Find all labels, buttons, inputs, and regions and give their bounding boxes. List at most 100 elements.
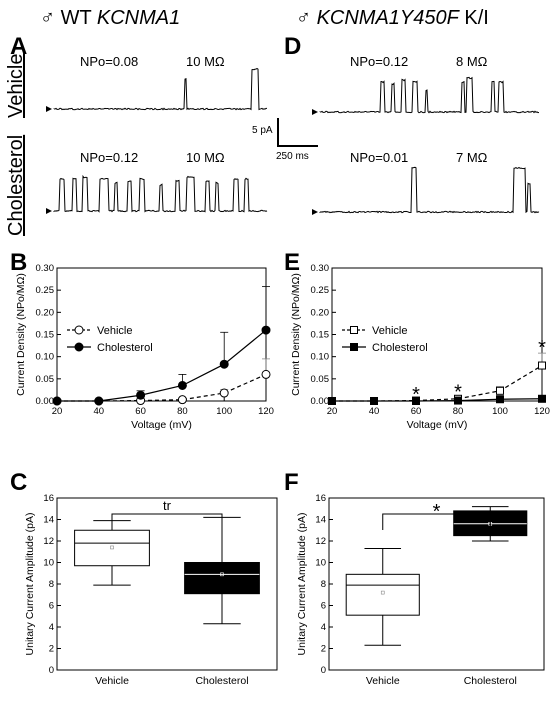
- chart-b-point: [52, 396, 62, 406]
- chart-b-legend-marker: [74, 342, 84, 352]
- arrow-marker-a-chol: [46, 208, 52, 214]
- trace-a-vehicle-res: 10 MΩ: [186, 54, 225, 69]
- chart-b-xtick-label: 120: [258, 406, 274, 417]
- chart-f-ytick-label: 16: [315, 493, 326, 504]
- chart-f-ytick-label: 12: [315, 536, 326, 547]
- chart-b-current-density: 0.00 0.05 0.10 0.15 0.20 0.25 0.30 20 40 60 80 100 1…: [15, 263, 274, 431]
- left-prefix: WT: [61, 7, 92, 29]
- right-suffix: K/I: [464, 7, 488, 29]
- left-column-title: ♂ WT KCNMA1: [40, 7, 180, 29]
- right-gene: KCNMA1Y450F: [317, 7, 461, 29]
- trace-a-vehicle: [53, 67, 268, 111]
- chart-e-xtick-label: 120: [534, 406, 550, 417]
- chart-b-point: [261, 325, 271, 335]
- chart-e-legend-marker: [350, 326, 358, 334]
- chart-b-point: [261, 369, 271, 379]
- chart-b-ytick-label: 0.30: [36, 263, 55, 274]
- male-symbol-left: ♂: [40, 7, 55, 29]
- chart-c-ytick-label: 0: [49, 665, 54, 676]
- chart-c-ytick-label: 16: [43, 493, 54, 504]
- chart-e-xtick-label: 80: [453, 406, 464, 417]
- row-label-vehicle: Vehicle: [5, 54, 27, 119]
- chart-c-category-label: Cholesterol: [195, 675, 248, 687]
- trace-a-cholesterol: [53, 174, 268, 213]
- trace-d-vehicle: [319, 76, 540, 114]
- chart-b-point: [177, 395, 187, 405]
- chart-e-y-axis-label: Current Density (NPo/MΩ): [290, 273, 302, 396]
- chart-e-xtick-label: 20: [327, 406, 338, 417]
- chart-e-series-line-1: [332, 398, 543, 402]
- panel-label-d: D: [284, 33, 301, 60]
- chart-b-xtick-label: 60: [135, 406, 146, 417]
- chart-b-xtick-label: 40: [94, 406, 105, 417]
- trace-a-chol-npo: NPo=0.12: [80, 150, 138, 165]
- chart-c-mean-marker: [110, 545, 114, 550]
- trace-d-chol-npo: NPo=0.01: [350, 150, 408, 165]
- chart-e-point: [328, 397, 336, 405]
- chart-e-point: [454, 396, 462, 405]
- chart-b-series-line-1: [57, 329, 267, 402]
- chart-b-point: [219, 388, 229, 398]
- chart-f-y-axis-label: Unitary Current Amplitude (pA): [296, 513, 308, 656]
- chart-b-legend-label: Vehicle: [97, 325, 132, 337]
- chart-e-legend-label: Vehicle: [372, 325, 407, 337]
- chart-e-point: [496, 386, 504, 395]
- trace-d-chol-res: 7 MΩ: [456, 150, 488, 165]
- panel-label-a: A: [10, 33, 27, 60]
- chart-e-ytick-label: 0.00: [311, 396, 330, 407]
- chart-f-category-label: Cholesterol: [464, 675, 517, 687]
- chart-b-xtick-label: 80: [177, 406, 188, 417]
- chart-b-series-line-0: [57, 373, 267, 402]
- chart-b-point: [219, 359, 229, 369]
- chart-e-legend-label: Cholesterol: [372, 342, 428, 354]
- panel-label-b: B: [10, 249, 27, 276]
- chart-e-ytick-label: 0.10: [311, 352, 330, 363]
- chart-e-ytick-label: 0.25: [311, 285, 330, 296]
- male-symbol-right: ♂: [296, 7, 311, 29]
- chart-f-ytick-label: 4: [321, 622, 326, 633]
- chart-c-y-axis-label: Unitary Current Amplitude (pA): [24, 513, 36, 656]
- panel-label-f: F: [284, 469, 299, 496]
- chart-b-xtick-label: 100: [216, 406, 232, 417]
- trace-a-chol-res: 10 MΩ: [186, 150, 225, 165]
- right-column-title: ♂ KCNMA1Y450F K/I: [296, 7, 489, 29]
- chart-f-unitary-amplitude: 0 2 4 6 8 10 12 14 16 Unitary Current Amplitude (…: [296, 493, 545, 687]
- chart-b-plot-frame: [56, 267, 267, 402]
- chart-c-box: [74, 529, 150, 567]
- chart-c-mean-marker: [220, 572, 224, 577]
- chart-e-point: [538, 394, 546, 403]
- chart-e-point: [538, 361, 546, 370]
- chart-b-ytick-label: 0.05: [36, 374, 55, 385]
- chart-f-ytick-label: 8: [321, 579, 326, 590]
- chart-e-ytick-label: 0.05: [311, 374, 330, 385]
- chart-f-ytick-label: 10: [315, 558, 326, 569]
- chart-b-ytick-label: 0.20: [36, 307, 55, 318]
- chart-b-point: [136, 390, 146, 400]
- chart-f-significance-bracket: [382, 513, 491, 530]
- chart-b-x-axis-label: Voltage (mV): [131, 419, 192, 431]
- chart-c-significance-bracket: [111, 513, 223, 530]
- chart-f-category-label: Vehicle: [366, 675, 400, 687]
- chart-b-ytick-label: 0.25: [36, 285, 55, 296]
- chart-b-ytick-label: 0.15: [36, 330, 55, 341]
- row-label-cholesterol: Cholesterol: [5, 135, 27, 236]
- chart-c-ytick-label: 6: [49, 601, 54, 612]
- chart-f-ytick-label: 6: [321, 601, 326, 612]
- chart-c-ytick-label: 12: [43, 536, 54, 547]
- trace-d-cholesterol: [319, 166, 540, 214]
- chart-e-x-axis-label: Voltage (mV): [407, 419, 468, 431]
- chart-e-significance-star: *: [412, 384, 420, 406]
- trace-a-vehicle-npo: NPo=0.08: [80, 54, 138, 69]
- chart-f-box: [345, 573, 420, 616]
- chart-e-xtick-label: 60: [411, 406, 422, 417]
- chart-f-ytick-label: 2: [321, 644, 326, 655]
- chart-e-ytick-label: 0.15: [311, 330, 330, 341]
- scale-bar-current: 5 pA: [252, 125, 273, 136]
- trace-d-vehicle-res: 8 MΩ: [456, 54, 488, 69]
- chart-b-ytick-label: 0.10: [36, 352, 55, 363]
- chart-c-unitary-amplitude: 0 2 4 6 8 10 12 14 16 Unitary Current Amplitude (…: [24, 493, 278, 687]
- trace-d-vehicle-npo: NPo=0.12: [350, 54, 408, 69]
- chart-c-ytick-label: 8: [49, 579, 54, 590]
- chart-b-legend-label: Cholesterol: [97, 342, 153, 354]
- chart-b-xtick-label: 20: [52, 406, 63, 417]
